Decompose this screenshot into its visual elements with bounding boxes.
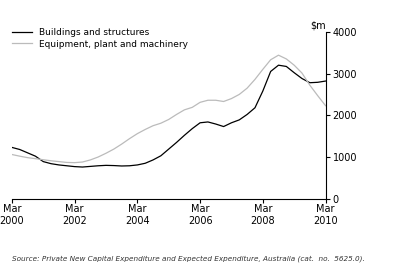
- Equipment, plant and machinery: [56, 160, 61, 163]
- Equipment, plant and machinery: [49, 159, 54, 162]
- Equipment, plant and machinery: [221, 100, 226, 103]
- Buildings and structures: [41, 160, 46, 163]
- Equipment, plant and machinery: [41, 158, 46, 161]
- Equipment, plant and machinery: [300, 72, 304, 75]
- Equipment, plant and machinery: [64, 161, 69, 164]
- Buildings and structures: [112, 164, 116, 167]
- Buildings and structures: [213, 122, 218, 126]
- Equipment, plant and machinery: [307, 84, 312, 87]
- Buildings and structures: [64, 164, 69, 167]
- Equipment, plant and machinery: [25, 156, 30, 159]
- Buildings and structures: [198, 121, 202, 124]
- Equipment, plant and machinery: [190, 106, 195, 109]
- Equipment, plant and machinery: [182, 108, 187, 112]
- Buildings and structures: [292, 71, 297, 74]
- Text: $m: $m: [310, 20, 326, 30]
- Equipment, plant and machinery: [315, 94, 320, 97]
- Equipment, plant and machinery: [245, 87, 249, 90]
- Line: Equipment, plant and machinery: Equipment, plant and machinery: [12, 55, 326, 163]
- Buildings and structures: [190, 127, 195, 130]
- Equipment, plant and machinery: [112, 148, 116, 151]
- Equipment, plant and machinery: [268, 58, 273, 61]
- Buildings and structures: [323, 80, 328, 83]
- Buildings and structures: [104, 164, 108, 167]
- Equipment, plant and machinery: [323, 104, 328, 107]
- Equipment, plant and machinery: [213, 99, 218, 102]
- Line: Buildings and structures: Buildings and structures: [12, 65, 326, 167]
- Equipment, plant and machinery: [229, 97, 234, 100]
- Buildings and structures: [33, 154, 38, 158]
- Equipment, plant and machinery: [150, 124, 155, 127]
- Buildings and structures: [206, 120, 210, 123]
- Buildings and structures: [284, 65, 289, 68]
- Equipment, plant and machinery: [198, 101, 202, 104]
- Buildings and structures: [10, 146, 14, 149]
- Equipment, plant and machinery: [174, 113, 179, 116]
- Buildings and structures: [127, 164, 132, 167]
- Equipment, plant and machinery: [96, 155, 100, 158]
- Buildings and structures: [307, 81, 312, 84]
- Buildings and structures: [166, 148, 171, 151]
- Buildings and structures: [150, 158, 155, 162]
- Equipment, plant and machinery: [206, 99, 210, 102]
- Buildings and structures: [49, 162, 54, 165]
- Equipment, plant and machinery: [80, 160, 85, 164]
- Equipment, plant and machinery: [292, 64, 297, 67]
- Equipment, plant and machinery: [10, 153, 14, 156]
- Equipment, plant and machinery: [166, 118, 171, 121]
- Equipment, plant and machinery: [158, 122, 163, 125]
- Equipment, plant and machinery: [33, 157, 38, 160]
- Equipment, plant and machinery: [237, 93, 242, 96]
- Buildings and structures: [252, 106, 257, 109]
- Buildings and structures: [300, 77, 304, 80]
- Legend: Buildings and structures, Equipment, plant and machinery: Buildings and structures, Equipment, pla…: [12, 28, 188, 49]
- Equipment, plant and machinery: [104, 152, 108, 155]
- Buildings and structures: [119, 164, 124, 167]
- Buildings and structures: [221, 125, 226, 128]
- Buildings and structures: [158, 154, 163, 157]
- Buildings and structures: [80, 165, 85, 169]
- Equipment, plant and machinery: [252, 78, 257, 81]
- Buildings and structures: [174, 141, 179, 144]
- Equipment, plant and machinery: [119, 143, 124, 146]
- Equipment, plant and machinery: [135, 132, 140, 135]
- Buildings and structures: [135, 163, 140, 166]
- Buildings and structures: [237, 118, 242, 121]
- Buildings and structures: [276, 64, 281, 67]
- Equipment, plant and machinery: [127, 137, 132, 140]
- Equipment, plant and machinery: [88, 158, 93, 162]
- Buildings and structures: [315, 81, 320, 84]
- Equipment, plant and machinery: [260, 68, 265, 71]
- Buildings and structures: [25, 151, 30, 154]
- Equipment, plant and machinery: [72, 161, 77, 164]
- Buildings and structures: [96, 164, 100, 167]
- Buildings and structures: [56, 163, 61, 166]
- Buildings and structures: [245, 113, 249, 116]
- Equipment, plant and machinery: [17, 154, 22, 158]
- Buildings and structures: [72, 165, 77, 168]
- Equipment, plant and machinery: [143, 128, 148, 131]
- Buildings and structures: [229, 121, 234, 124]
- Buildings and structures: [182, 134, 187, 137]
- Buildings and structures: [268, 70, 273, 73]
- Buildings and structures: [88, 165, 93, 168]
- Equipment, plant and machinery: [276, 54, 281, 57]
- Equipment, plant and machinery: [284, 57, 289, 60]
- Buildings and structures: [260, 90, 265, 93]
- Buildings and structures: [17, 148, 22, 151]
- Text: Source: Private New Capital Expenditure and Expected Expenditure, Australia (cat: Source: Private New Capital Expenditure …: [12, 256, 365, 262]
- Buildings and structures: [143, 162, 148, 165]
